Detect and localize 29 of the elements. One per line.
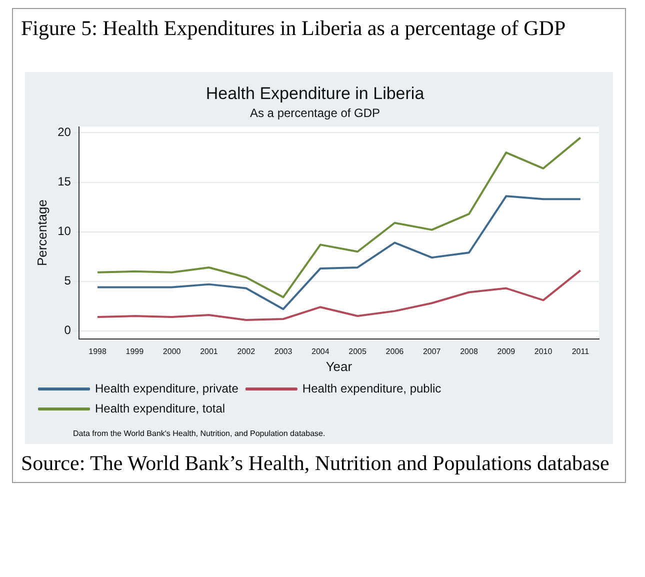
caption: Figure 5: Health Expenditures in Liberia as a percentage of GDP xyxy=(20,15,567,42)
y-tick-label: 0 xyxy=(64,323,72,338)
text: Data from the World Bank's Health, Nutrition, and Population database. xyxy=(72,428,326,438)
x-tick-label: 2004 xyxy=(312,347,330,356)
x-tick-label: 2006 xyxy=(386,347,404,356)
legend-label: Health expenditure, private xyxy=(95,382,239,396)
legend-label: Health expenditure, public xyxy=(302,382,442,396)
x-tick-label: 2011 xyxy=(572,347,590,356)
x-axis-title: Year xyxy=(326,359,353,374)
x-tick-label: 2001 xyxy=(200,347,218,356)
x-tick-label: 1999 xyxy=(126,347,144,356)
chart-subtitle: As a percentage of GDP xyxy=(250,106,380,120)
legend-label: Health expenditure, total xyxy=(95,402,226,416)
x-tick-label: 2005 xyxy=(348,347,367,356)
chart-title: Health Expenditure in Liberia xyxy=(206,84,425,104)
x-tick-label: 2007 xyxy=(422,347,442,356)
source-note: Source: The World Bank’s Health, Nutrition and Populations database xyxy=(20,450,610,478)
x-tick-label: 2002 xyxy=(237,347,256,356)
y-tick-label: 20 xyxy=(58,125,72,140)
x-tick-label: 2000 xyxy=(162,347,182,356)
x-tick-label: 2010 xyxy=(534,347,553,356)
x-tick-label: 2009 xyxy=(497,347,516,356)
y-tick-label: 5 xyxy=(64,274,72,288)
x-tick-label: 2003 xyxy=(274,347,293,356)
y-tick-label: 10 xyxy=(58,224,72,238)
x-tick-label: 2008 xyxy=(460,347,478,356)
y-tick-label: 15 xyxy=(58,174,72,189)
y-axis-title: Percentage xyxy=(34,200,50,266)
x-tick-label: 1998 xyxy=(88,347,107,356)
